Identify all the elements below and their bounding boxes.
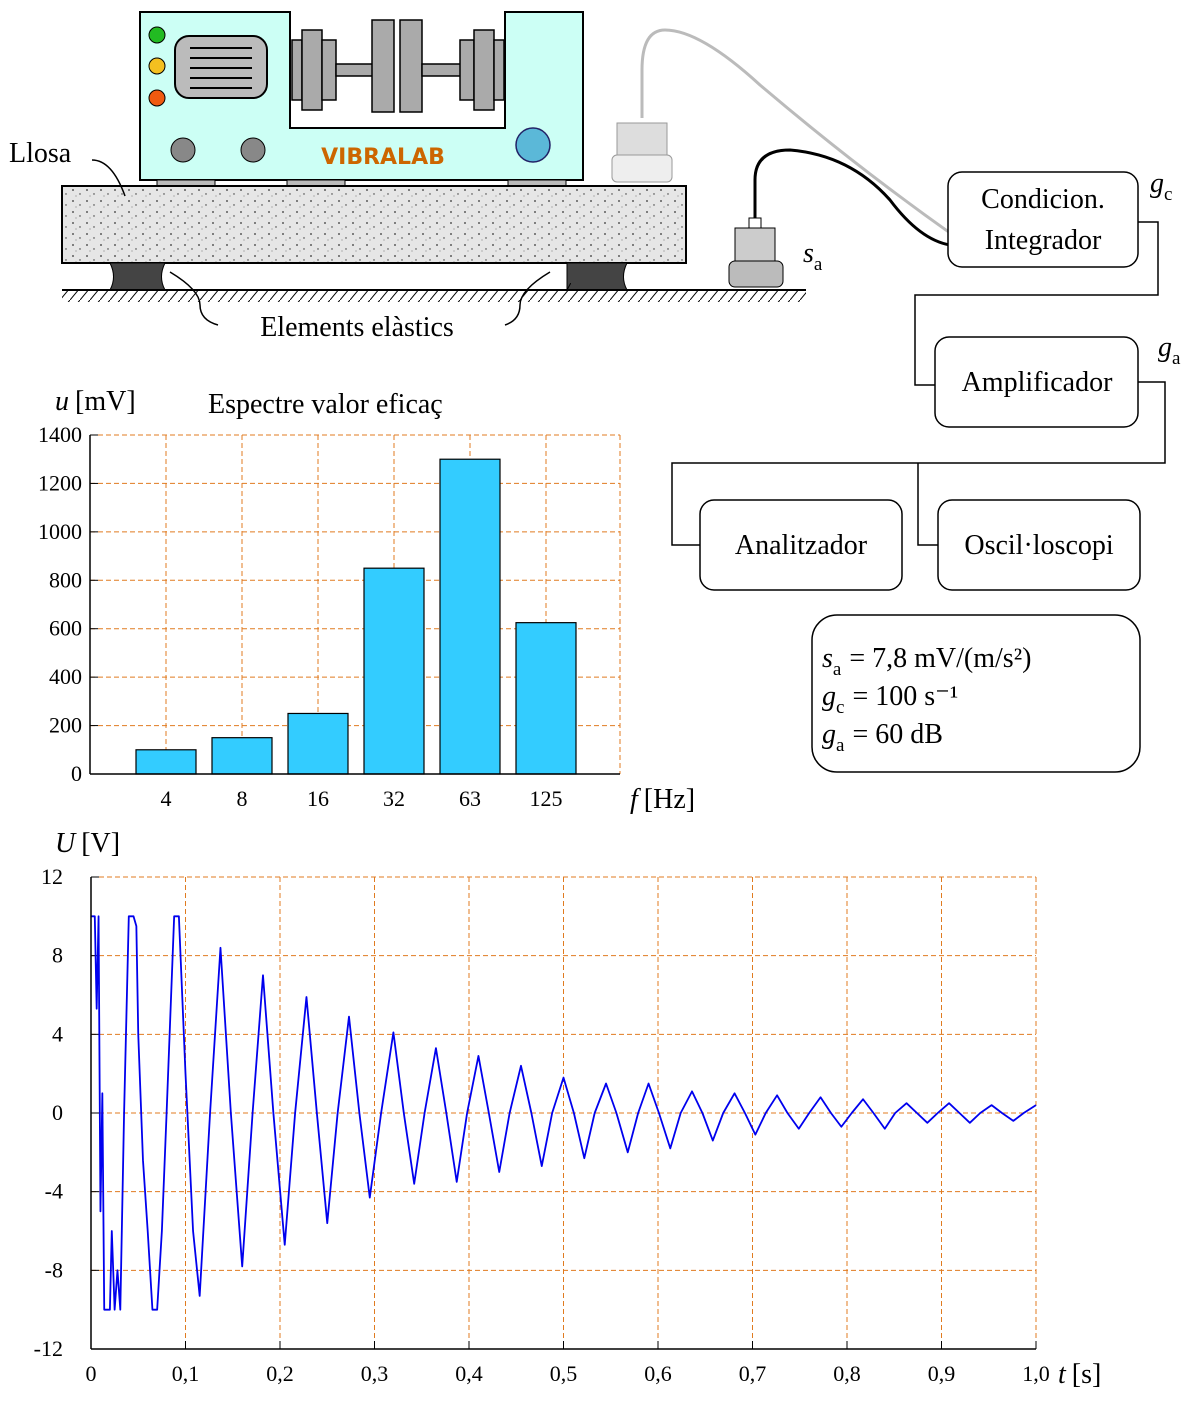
x-tick-label: 0,2 — [266, 1361, 294, 1386]
gain-label: ga — [1158, 332, 1181, 369]
y-tick-label: 0 — [71, 761, 82, 786]
y-tick-label: 8 — [52, 943, 63, 968]
sensor-label: sa — [803, 238, 823, 275]
y-tick-label: -12 — [34, 1336, 63, 1361]
y-tick-label: 1400 — [38, 422, 82, 447]
block-label: Condicion. — [981, 184, 1105, 215]
x-tick-label: 0,1 — [172, 1361, 200, 1386]
x-tick-label: 125 — [530, 786, 563, 811]
x-tick-label: 0,4 — [455, 1361, 483, 1386]
x-tick-label: 0,5 — [550, 1361, 578, 1386]
block-label: Analitzador — [735, 530, 868, 561]
block-label: Amplificador — [962, 367, 1114, 398]
x-tick-label: 16 — [307, 786, 329, 811]
x-tick-label: 0,7 — [739, 1361, 767, 1386]
x-tick-label: 0,3 — [361, 1361, 389, 1386]
figure: VIBRALAB Llosa Elements elàstics sa Cond… — [0, 0, 1192, 1420]
y-tick-label: 600 — [49, 616, 82, 641]
y-tick-label: 400 — [49, 664, 82, 689]
x-tick-label: 4 — [161, 786, 172, 811]
bar — [364, 568, 424, 774]
x-tick-label: 0,8 — [833, 1361, 861, 1386]
bar — [288, 713, 348, 774]
x-tick-label: 8 — [237, 786, 248, 811]
test-rig: VIBRALAB Llosa Elements elàstics sa — [9, 12, 960, 343]
axis-label: U[V] — [55, 828, 120, 859]
y-tick-label: 200 — [49, 713, 82, 738]
x-tick-label: 63 — [459, 786, 481, 811]
slab-label: Llosa — [9, 138, 72, 169]
chart-title: Espectre valor eficaç — [208, 389, 443, 420]
x-tick-label: 0 — [86, 1361, 97, 1386]
x-tick-label: 0,9 — [928, 1361, 956, 1386]
block-label: Integrador — [985, 225, 1102, 256]
axis-label: u[mV] — [55, 386, 136, 417]
y-tick-label: 4 — [52, 1021, 63, 1046]
axis-label: t[s] — [1058, 1359, 1101, 1390]
bar — [440, 459, 500, 774]
x-tick-label: 1,0 — [1022, 1361, 1050, 1386]
x-tick-label: 0,6 — [644, 1361, 672, 1386]
bar — [212, 738, 272, 774]
block-label: Oscil·loscopi — [964, 530, 1114, 561]
axis-label: f[Hz] — [630, 784, 695, 815]
brand: VIBRALAB — [321, 145, 445, 170]
y-tick-label: 1000 — [38, 519, 82, 544]
y-tick-label: -4 — [45, 1179, 63, 1204]
y-tick-label: 0 — [52, 1100, 63, 1125]
elastic-label: Elements elàstics — [260, 312, 454, 343]
bar — [136, 750, 196, 774]
y-tick-label: -8 — [45, 1257, 63, 1282]
gain-label: gc — [1150, 168, 1172, 205]
x-tick-label: 32 — [383, 786, 405, 811]
bar — [516, 623, 576, 774]
y-tick-label: 1200 — [38, 470, 82, 495]
y-tick-label: 12 — [41, 864, 63, 889]
y-tick-label: 800 — [49, 567, 82, 592]
